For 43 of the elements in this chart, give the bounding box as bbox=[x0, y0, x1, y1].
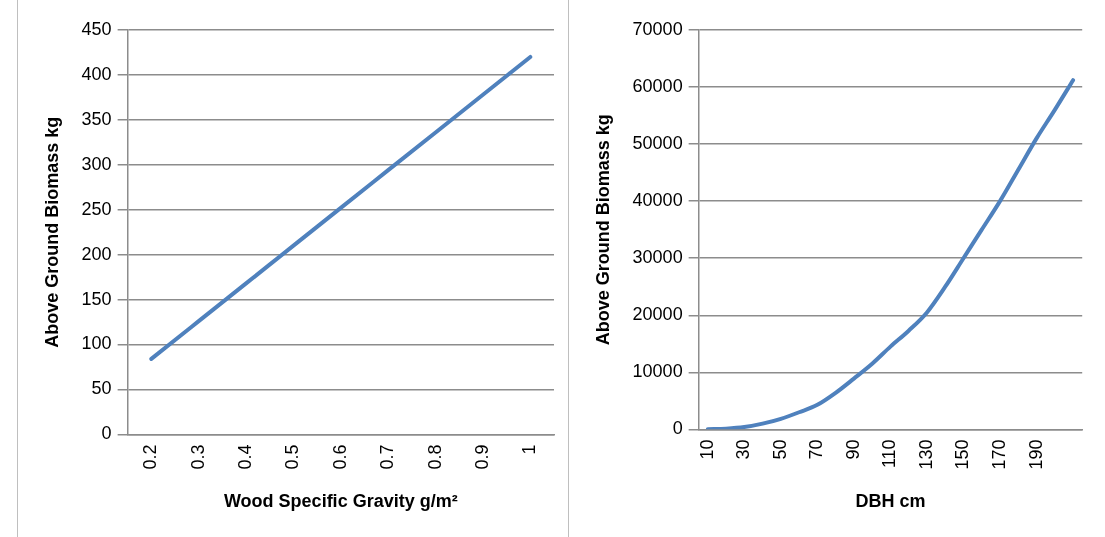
y-tick-label: 150 bbox=[81, 288, 112, 309]
line-series bbox=[149, 54, 533, 361]
y-tick-label: 70000 bbox=[632, 18, 683, 39]
x-tick-label: 0.6 bbox=[329, 444, 350, 470]
y-tick-label: 450 bbox=[81, 18, 112, 39]
y-axis-title: Above Ground Biomass kg bbox=[592, 114, 613, 346]
x-tick-label: 70 bbox=[806, 439, 827, 460]
y-tick-label: 250 bbox=[81, 198, 112, 219]
x-tick-label: 0.3 bbox=[187, 444, 208, 470]
y-tick-label: 100 bbox=[81, 333, 112, 354]
x-tick-label: 0.8 bbox=[424, 444, 445, 470]
line-series bbox=[705, 78, 1076, 430]
x-tick-label: 190 bbox=[1025, 439, 1046, 470]
x-axis-title: Wood Specific Gravity g/m² bbox=[223, 491, 458, 512]
y-tick-label: 0 bbox=[672, 418, 683, 439]
x-tick-label: 0.4 bbox=[235, 444, 256, 470]
x-tick-label: 0.7 bbox=[377, 444, 398, 470]
x-tick-label: 170 bbox=[988, 439, 1009, 470]
y-tick-label: 10000 bbox=[632, 361, 683, 382]
y-tick-label: 50 bbox=[91, 378, 112, 399]
x-tick-label: 130 bbox=[915, 439, 936, 470]
y-tick-label: 0 bbox=[101, 423, 112, 444]
y-tick-label: 400 bbox=[81, 63, 112, 84]
x-tick-label: 10 bbox=[696, 439, 717, 460]
y-tick-label: 20000 bbox=[632, 304, 683, 325]
x-tick-label: 0.2 bbox=[140, 444, 161, 470]
x-tick-label: 0.5 bbox=[282, 444, 303, 470]
x-tick-label: 90 bbox=[842, 439, 863, 460]
y-tick-label: 350 bbox=[81, 108, 112, 129]
x-axis-title: DBH cm bbox=[855, 491, 926, 512]
y-tick-label: 300 bbox=[81, 153, 112, 174]
x-tick-label: 1 bbox=[519, 444, 540, 455]
y-tick-label: 200 bbox=[81, 243, 112, 264]
x-tick-label: 150 bbox=[952, 439, 973, 470]
y-tick-label: 60000 bbox=[632, 76, 683, 97]
y-tick-label: 30000 bbox=[632, 247, 683, 268]
x-tick-label: 110 bbox=[879, 439, 900, 469]
y-axis-title: Above Ground Biomass kg bbox=[41, 116, 62, 348]
x-tick-label: 0.9 bbox=[471, 444, 492, 470]
y-tick-label: 50000 bbox=[632, 133, 683, 154]
x-tick-label: 30 bbox=[733, 439, 754, 460]
x-tick-label: 50 bbox=[769, 439, 790, 460]
y-tick-label: 40000 bbox=[632, 190, 683, 211]
